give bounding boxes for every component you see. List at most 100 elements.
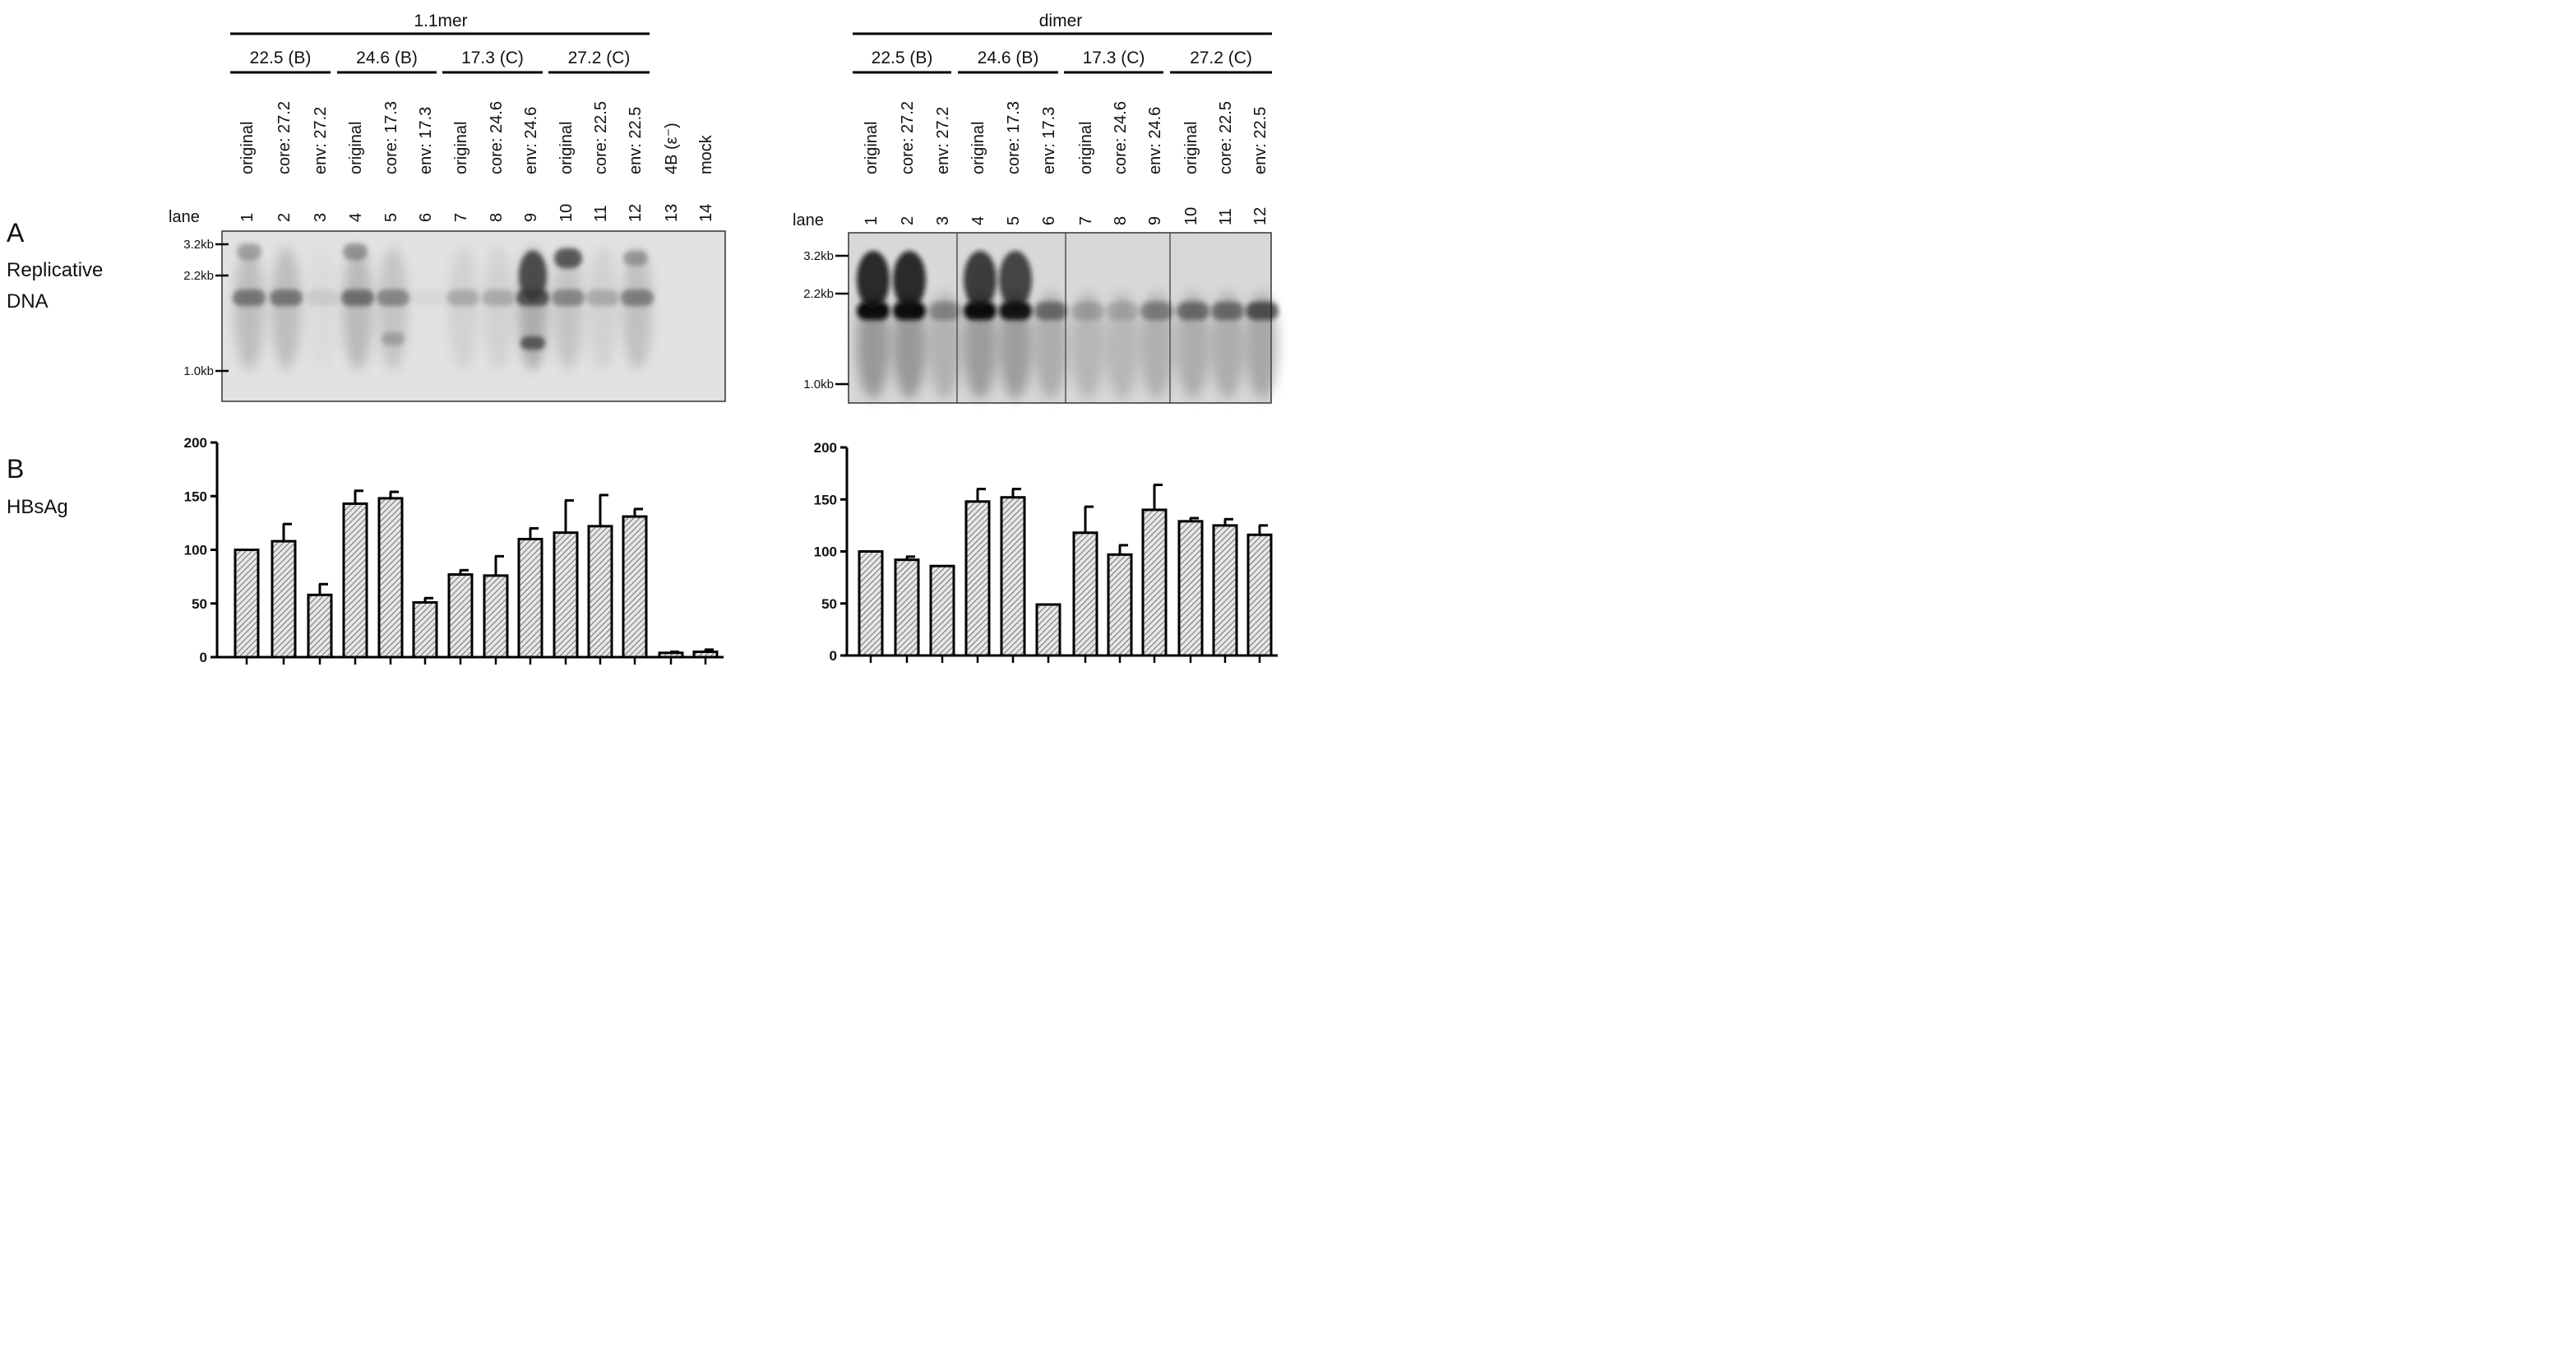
left-bar-lane-12 [622, 515, 648, 659]
left-band-upper [623, 251, 648, 266]
right-band-upper [999, 251, 1032, 308]
left-group-label: 27.2 (C) [568, 49, 631, 67]
left-bar-lane-13 [658, 651, 684, 659]
right-sample-label: env: 22.5 [1251, 107, 1270, 174]
left-lane-smear [622, 247, 652, 370]
left-bar-lane-2 [271, 540, 297, 659]
left-lane-smear [448, 247, 478, 370]
left-lane-smear [234, 247, 264, 370]
left-sample-label: env: 24.6 [522, 107, 540, 174]
left-lane-smear [588, 247, 617, 370]
left-bar-lane-9 [517, 537, 543, 659]
left-lane-number: 14 [697, 204, 715, 222]
left-sample-label: original [347, 122, 365, 174]
right-band-2kb [893, 302, 926, 320]
right-group-label: 24.6 (B) [978, 49, 1039, 67]
right-y-tick-label: 50 [821, 596, 837, 612]
left-band-2kb [270, 290, 303, 306]
left-header-label: 1.1mer [414, 12, 467, 30]
left-band-smear [519, 251, 547, 300]
right-sample-label: original [1182, 122, 1200, 174]
right-sample-label: core: 24.6 [1112, 101, 1130, 174]
right-band-2kb [1034, 302, 1067, 320]
right-bar-lane-1 [858, 550, 884, 657]
right-sample-label: env: 24.6 [1146, 107, 1164, 174]
left-lane-smear [271, 247, 301, 370]
left-lane-smear [308, 247, 337, 370]
right-lane-number: 9 [1146, 216, 1164, 225]
left-lane-smear [483, 247, 513, 370]
left-lane-number: 2 [275, 213, 294, 222]
left-sample-label: core: 27.2 [275, 101, 294, 174]
right-band-2kb [1177, 302, 1209, 320]
left-band-2kb [233, 290, 266, 306]
left-sample-label: env: 17.3 [417, 107, 435, 174]
right-southern-blot: 3.2kb 2.2kb 1.0kb [803, 232, 1279, 404]
right-marker-label: 2.2kb [803, 287, 834, 301]
right-y-tick-label: 100 [814, 544, 837, 560]
right-bar-lane-11 [1212, 524, 1238, 657]
left-marker-label: 1.0kb [183, 364, 214, 378]
panel-b-title: HBsAg [7, 496, 68, 518]
right-lane-number: 4 [969, 216, 987, 225]
left-bar-lane-14 [692, 650, 719, 659]
left-marker-label: 2.2kb [183, 269, 214, 283]
right-sample-label: original [1077, 122, 1095, 174]
left-band-2kb [586, 290, 619, 306]
right-lane-number: 3 [934, 216, 952, 225]
left-1-1mer-panel: 1.1mer 22.5 (B) 24.6 (B) 17.3 (C) 27.2 (C) … [169, 12, 726, 665]
left-lane-number: 1 [238, 213, 257, 222]
left-sample-label: core: 24.6 [488, 101, 506, 174]
left-band-upper [554, 248, 582, 268]
right-band-2kb [928, 302, 961, 320]
left-marker-label: 3.2kb [183, 238, 214, 252]
right-bar-lane-7 [1072, 531, 1098, 657]
right-band-2kb [857, 302, 890, 320]
right-header-label: dimer [1039, 12, 1083, 30]
right-band-upper [964, 251, 997, 308]
left-sample-label: original [238, 122, 257, 174]
right-lane-number: 11 [1217, 208, 1235, 225]
right-lane-numbers: 1 2 3 4 5 6 7 8 9 10 11 12 [863, 207, 1270, 225]
right-lane-number: 10 [1182, 207, 1200, 225]
left-bar-lane-6 [412, 600, 438, 659]
right-sample-label: core: 27.2 [899, 101, 917, 174]
right-band-2kb [1211, 302, 1244, 320]
left-lane-number: 8 [488, 213, 506, 222]
right-band-2kb [1071, 302, 1104, 320]
left-bar-lane-11 [587, 525, 613, 659]
right-sample-label: original [863, 122, 881, 174]
left-sample-label: env: 22.5 [627, 107, 645, 174]
left-band-low [382, 332, 405, 345]
left-sample-label: original [557, 122, 576, 174]
left-bar-lane-4 [342, 502, 368, 659]
right-lane-number: 6 [1040, 216, 1058, 225]
left-band-2kb [446, 290, 479, 306]
right-bar-lane-6 [1035, 603, 1061, 657]
right-lane-number: 1 [863, 216, 881, 225]
left-lane-numbers: 1 2 3 4 5 6 7 8 9 10 11 12 13 14 [238, 204, 715, 222]
panel-a-title-line2: DNA [7, 290, 49, 313]
left-band-2kb [411, 290, 444, 306]
left-y-tick-label: 200 [184, 435, 207, 451]
right-bar-lane-5 [1000, 496, 1026, 657]
left-sample-label: mock [697, 134, 715, 174]
right-band-2kb [1106, 302, 1139, 320]
left-lane-smear [553, 247, 583, 370]
left-lane-smear [378, 247, 408, 370]
right-bar-lane-9 [1141, 508, 1168, 657]
left-lane-word: lane [169, 208, 200, 226]
left-band-2kb [482, 290, 515, 306]
right-sample-label: env: 17.3 [1040, 107, 1058, 174]
left-band-2kb [621, 290, 654, 306]
right-band-upper [893, 251, 926, 308]
right-lane-number: 12 [1251, 207, 1270, 225]
right-band-2kb [964, 302, 997, 320]
right-bar-lane-12 [1246, 533, 1273, 657]
right-band-2kb [999, 302, 1032, 320]
right-lane-number: 8 [1112, 216, 1130, 225]
figure: A Replicative DNA B HBsAg 1.1mer 22.5 (B… [7, 12, 1279, 665]
left-band-upper [343, 243, 368, 260]
left-hbsag-bar-chart: 0 50 100 150 200 [184, 435, 724, 665]
right-lane-word: lane [793, 211, 824, 229]
